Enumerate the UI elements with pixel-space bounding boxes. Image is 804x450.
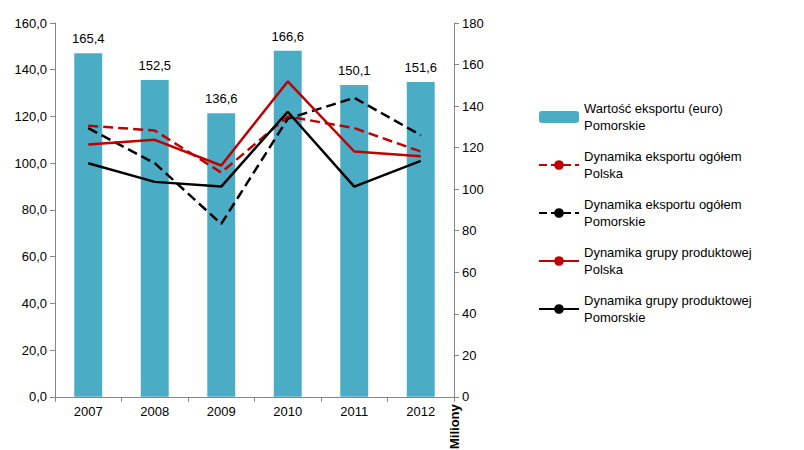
svg-text:2010: 2010 [273, 404, 302, 419]
svg-text:80: 80 [462, 223, 476, 238]
svg-text:152,5: 152,5 [138, 58, 171, 73]
svg-text:Polska: Polska [584, 262, 624, 277]
svg-text:0,0: 0,0 [29, 389, 47, 404]
svg-text:2009: 2009 [207, 404, 236, 419]
svg-text:2012: 2012 [406, 404, 435, 419]
svg-text:100: 100 [462, 182, 484, 197]
svg-text:20: 20 [462, 348, 476, 363]
svg-text:2007: 2007 [74, 404, 103, 419]
svg-text:Pomorskie: Pomorskie [584, 118, 645, 133]
svg-text:60: 60 [462, 265, 476, 280]
svg-text:120: 120 [462, 140, 484, 155]
svg-text:Polska: Polska [584, 166, 624, 181]
svg-text:Dynamika eksportu ogółem: Dynamika eksportu ogółem [584, 149, 745, 164]
svg-text:160: 160 [462, 57, 484, 72]
svg-text:150,1: 150,1 [338, 63, 371, 78]
svg-text:166,6: 166,6 [271, 29, 304, 44]
svg-text:140,0: 140,0 [14, 62, 47, 77]
svg-text:136,6: 136,6 [205, 91, 238, 106]
svg-text:160,0: 160,0 [14, 16, 47, 31]
svg-text:Pomorskie: Pomorskie [584, 310, 645, 325]
svg-text:40: 40 [462, 306, 476, 321]
svg-text:180: 180 [462, 16, 484, 31]
svg-text:0: 0 [462, 389, 469, 404]
svg-text:80,0: 80,0 [22, 202, 47, 217]
svg-text:120,0: 120,0 [14, 109, 47, 124]
svg-text:Dynamika eksportu ogółem: Dynamika eksportu ogółem [584, 197, 745, 212]
svg-text:20,0: 20,0 [22, 343, 47, 358]
svg-text:Wartość eksportu (euro): Wartość eksportu (euro) [584, 101, 727, 116]
svg-text:140: 140 [462, 99, 484, 114]
svg-text:151,6: 151,6 [404, 60, 437, 75]
svg-text:Dynamika grupy produktowej: Dynamika grupy produktowej [584, 293, 755, 308]
svg-text:100,0: 100,0 [14, 156, 47, 171]
svg-text:165,4: 165,4 [72, 31, 105, 46]
svg-text:40,0: 40,0 [22, 296, 47, 311]
svg-text:Dynamika grupy produktowej: Dynamika grupy produktowej [584, 245, 755, 260]
svg-text:Pomorskie: Pomorskie [584, 214, 645, 229]
svg-text:2008: 2008 [140, 404, 169, 419]
svg-text:2011: 2011 [340, 404, 368, 419]
svg-text:Miliony: Miliony [447, 403, 462, 449]
svg-text:60,0: 60,0 [22, 249, 47, 264]
